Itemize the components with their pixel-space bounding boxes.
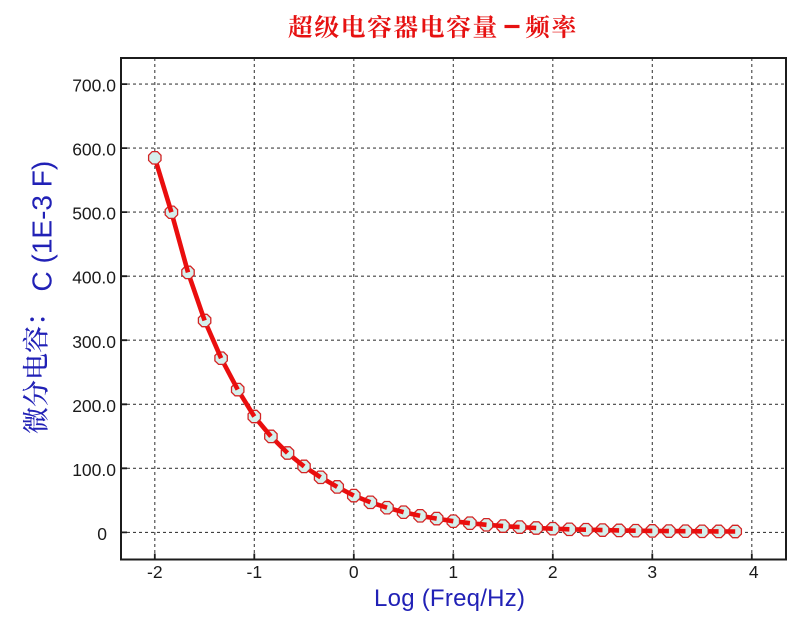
svg-text:500.0: 500.0 xyxy=(72,204,116,224)
svg-text:Log (Freq/Hz): Log (Freq/Hz) xyxy=(374,585,525,612)
svg-text:4: 4 xyxy=(749,562,759,582)
svg-text:3: 3 xyxy=(647,562,657,582)
svg-text:400.0: 400.0 xyxy=(72,268,116,288)
svg-text:100.0: 100.0 xyxy=(72,460,116,480)
svg-text:2: 2 xyxy=(548,562,558,582)
svg-text:600.0: 600.0 xyxy=(72,140,116,160)
svg-text:300.0: 300.0 xyxy=(72,332,116,352)
svg-text:C (1E-3 F): C (1E-3 F) xyxy=(27,161,58,292)
svg-text:0: 0 xyxy=(349,562,359,582)
svg-text:-2: -2 xyxy=(147,562,163,582)
svg-text:700.0: 700.0 xyxy=(72,76,116,96)
svg-text:200.0: 200.0 xyxy=(72,396,116,416)
svg-text:-1: -1 xyxy=(247,562,263,582)
svg-text:1: 1 xyxy=(448,562,458,582)
svg-text:0: 0 xyxy=(97,524,107,544)
